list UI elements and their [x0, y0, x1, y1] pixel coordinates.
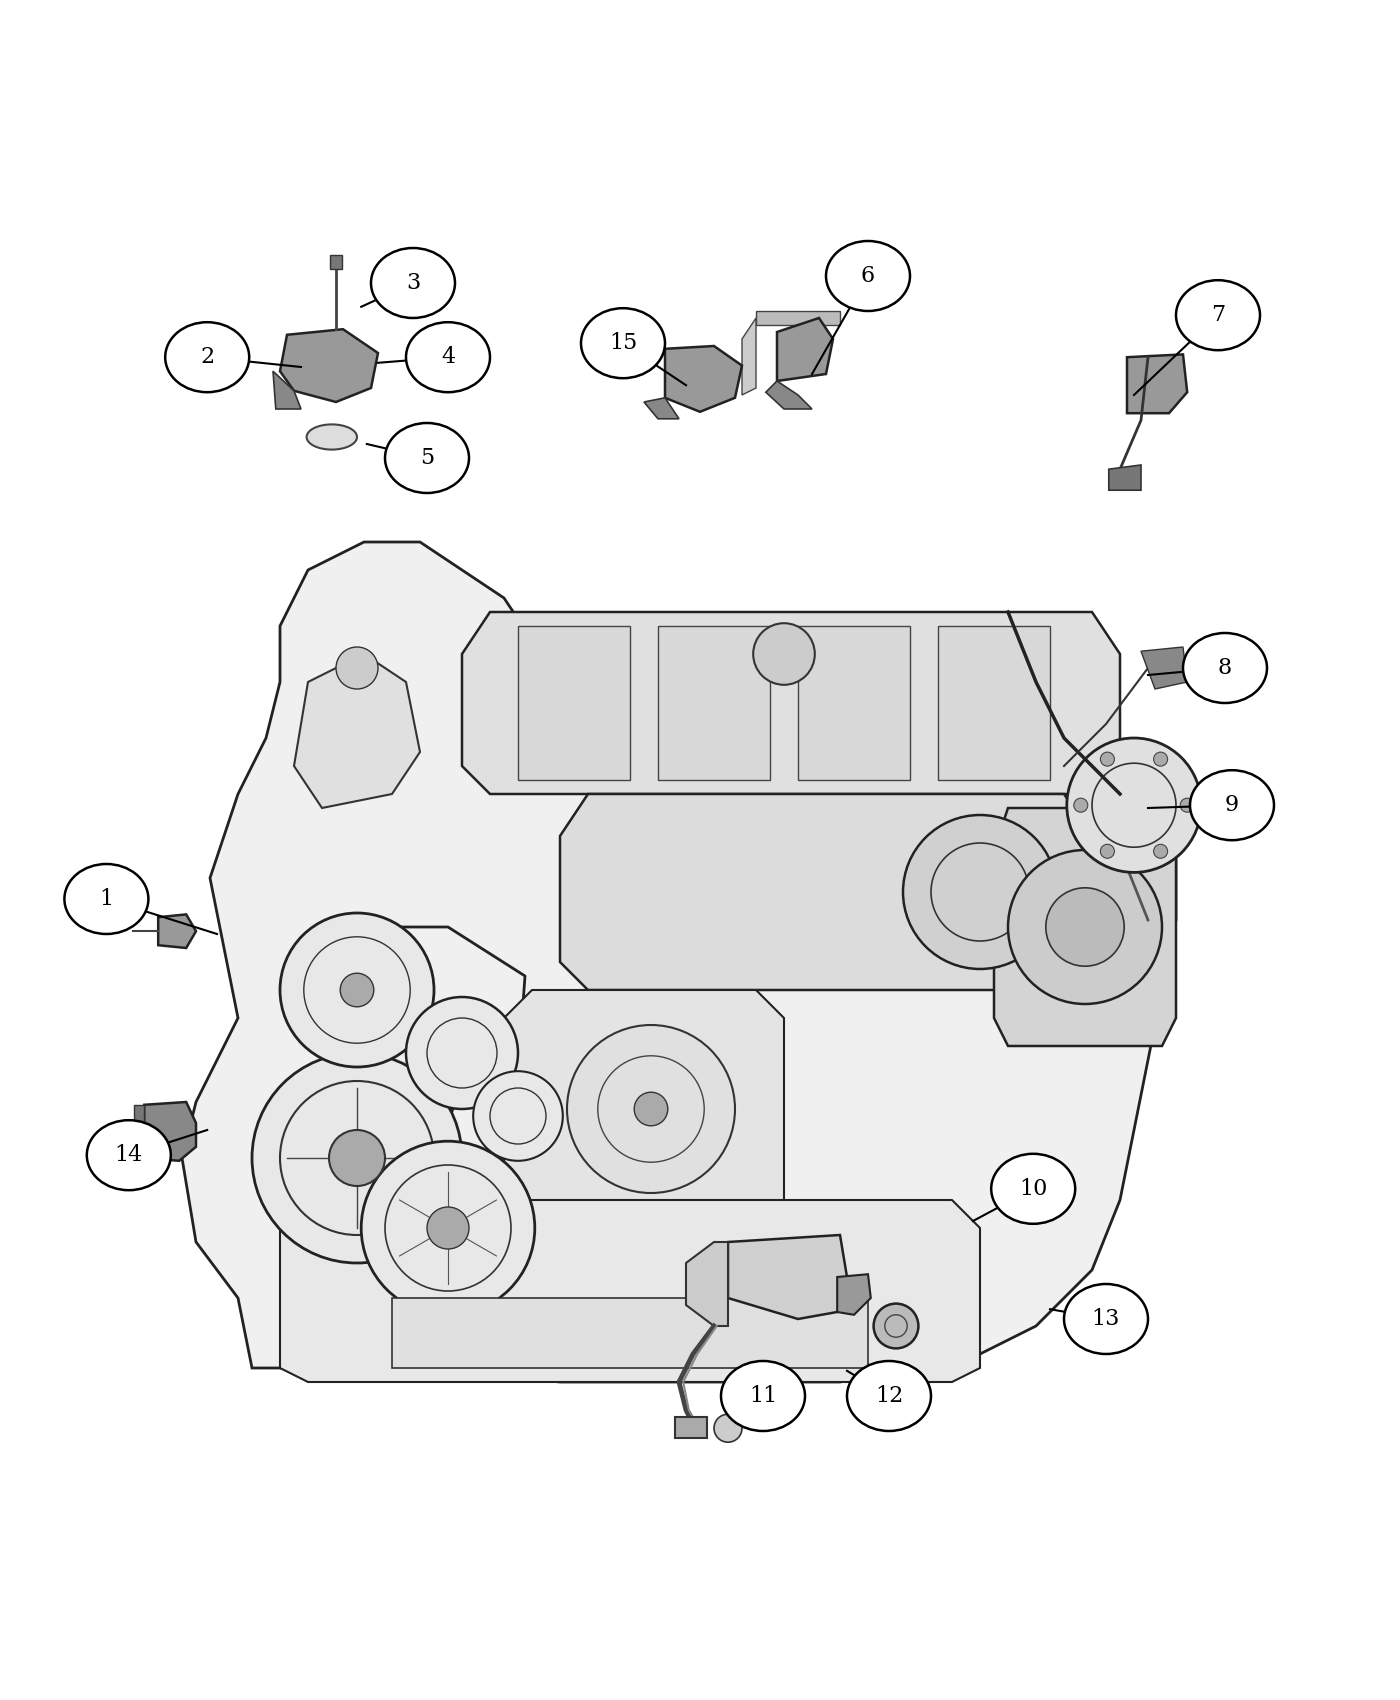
Text: 9: 9 [1225, 794, 1239, 816]
Polygon shape [504, 989, 784, 1227]
Circle shape [1180, 799, 1194, 813]
Polygon shape [294, 654, 420, 808]
Polygon shape [756, 311, 840, 325]
Polygon shape [837, 1275, 871, 1314]
Polygon shape [675, 1418, 707, 1438]
Circle shape [1154, 845, 1168, 858]
Polygon shape [392, 1299, 868, 1368]
Circle shape [252, 1052, 462, 1263]
Polygon shape [144, 1102, 196, 1161]
Ellipse shape [847, 1362, 931, 1431]
Polygon shape [686, 1243, 728, 1326]
Circle shape [567, 1025, 735, 1193]
Polygon shape [766, 381, 812, 410]
Text: 3: 3 [406, 272, 420, 294]
Circle shape [427, 1207, 469, 1250]
Text: 1: 1 [99, 887, 113, 910]
Polygon shape [644, 398, 679, 418]
Polygon shape [1109, 466, 1141, 490]
Polygon shape [330, 255, 342, 269]
Ellipse shape [307, 425, 357, 449]
Circle shape [1008, 850, 1162, 1005]
Ellipse shape [581, 308, 665, 377]
Text: 12: 12 [875, 1386, 903, 1408]
Text: 8: 8 [1218, 656, 1232, 678]
Polygon shape [560, 794, 1092, 989]
Polygon shape [665, 347, 742, 411]
Ellipse shape [87, 1120, 171, 1190]
Circle shape [753, 624, 815, 685]
Polygon shape [777, 318, 833, 381]
Circle shape [903, 814, 1057, 969]
Circle shape [1067, 738, 1201, 872]
Polygon shape [728, 1234, 847, 1319]
Text: 11: 11 [749, 1386, 777, 1408]
Ellipse shape [1176, 280, 1260, 350]
Text: 13: 13 [1092, 1307, 1120, 1329]
Circle shape [714, 1414, 742, 1442]
Text: 10: 10 [1019, 1178, 1047, 1200]
Polygon shape [280, 330, 378, 401]
Circle shape [874, 1304, 918, 1348]
Ellipse shape [1064, 1284, 1148, 1353]
Ellipse shape [721, 1362, 805, 1431]
Text: 7: 7 [1211, 304, 1225, 326]
Circle shape [329, 1130, 385, 1187]
Circle shape [1100, 845, 1114, 858]
Text: 2: 2 [200, 347, 214, 369]
Circle shape [361, 1141, 535, 1314]
Polygon shape [742, 318, 756, 394]
Polygon shape [938, 626, 1050, 780]
Circle shape [1154, 751, 1168, 767]
Ellipse shape [1183, 632, 1267, 704]
Ellipse shape [406, 323, 490, 393]
Polygon shape [658, 626, 770, 780]
Polygon shape [462, 612, 1120, 794]
Circle shape [634, 1091, 668, 1125]
Polygon shape [798, 626, 910, 780]
Text: 14: 14 [115, 1144, 143, 1166]
Ellipse shape [1190, 770, 1274, 840]
Text: 15: 15 [609, 332, 637, 354]
Circle shape [340, 972, 374, 1006]
Ellipse shape [826, 241, 910, 311]
Text: 4: 4 [441, 347, 455, 369]
Circle shape [406, 996, 518, 1108]
Ellipse shape [165, 323, 249, 393]
Polygon shape [182, 542, 1176, 1382]
Polygon shape [1127, 354, 1187, 413]
Text: 5: 5 [420, 447, 434, 469]
Circle shape [473, 1071, 563, 1161]
Ellipse shape [64, 864, 148, 933]
Polygon shape [518, 626, 630, 780]
Polygon shape [1141, 648, 1187, 689]
Circle shape [1046, 887, 1124, 966]
Circle shape [1074, 799, 1088, 813]
Circle shape [1100, 751, 1114, 767]
Ellipse shape [385, 423, 469, 493]
Polygon shape [273, 371, 301, 410]
Text: 6: 6 [861, 265, 875, 287]
Polygon shape [134, 1105, 144, 1158]
Polygon shape [280, 1200, 980, 1382]
Circle shape [336, 648, 378, 689]
Polygon shape [158, 915, 196, 949]
Circle shape [280, 913, 434, 1068]
Ellipse shape [991, 1154, 1075, 1224]
Ellipse shape [371, 248, 455, 318]
Polygon shape [994, 808, 1176, 1046]
